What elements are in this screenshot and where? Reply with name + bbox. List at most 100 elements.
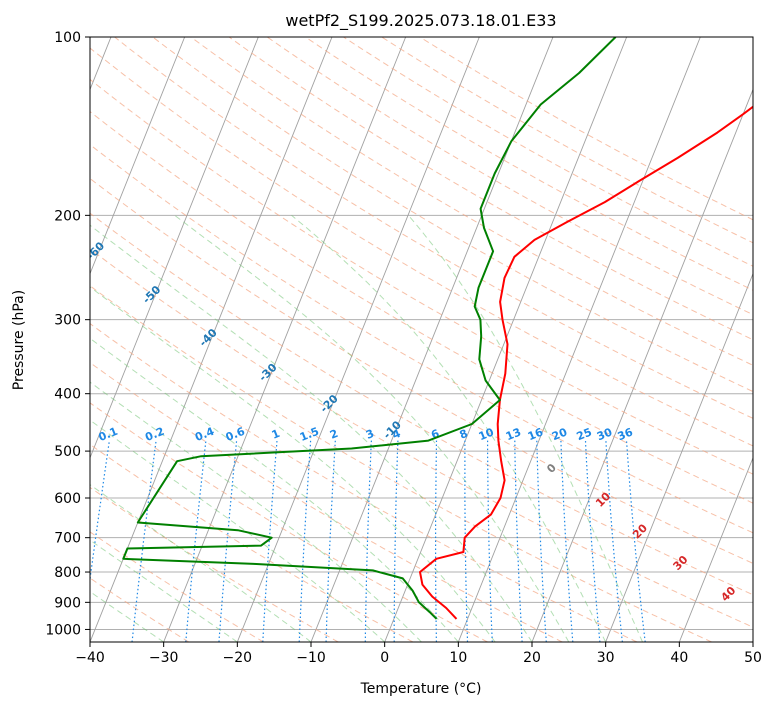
mixing-ratio-line [584,440,601,642]
moist-adiabat [90,484,312,642]
mixing-ratio-label: 13 [504,425,523,443]
mixing-ratio-line [325,440,336,642]
y-axis-label: Pressure (hPa) [11,290,27,390]
y-tick-label: 500 [54,444,81,460]
moist-adiabat [90,539,238,642]
mixing-ratio-line [625,440,646,642]
isotherm-line [163,37,407,642]
mixing-ratio-label: 36 [616,425,635,443]
mixing-ratio-line [262,440,278,642]
isotherm-line [531,88,753,642]
temperature-profile [419,105,753,620]
dry-adiabat-lines [90,37,753,642]
moist-adiabat [90,337,459,642]
wet-bulb-label: 40 [718,584,738,604]
dry-adiabat [90,486,339,642]
isotherm-line [90,37,186,275]
isotherm-line [752,640,753,642]
x-tick-label: 10 [449,650,467,666]
isobar-grid [90,37,753,630]
y-tick-label: 1000 [45,622,81,638]
dry-adiabat [152,37,753,393]
mixing-ratio-label: 0.1 [97,425,120,444]
mixing-ratio-label: 25 [575,425,594,443]
y-tick-label: 700 [54,531,81,547]
isotherm-label: -30 [256,361,279,384]
dry-adiabat [90,362,563,642]
dry-adiabat [90,402,488,642]
dry-adiabat [90,322,638,642]
dry-adiabat [228,37,753,341]
mixing-ratio-line [487,440,493,642]
dry-adiabat [90,531,264,642]
y-tick-label: 200 [54,208,81,224]
mixing-ratio-line [90,440,110,584]
dry-adiabat [90,212,753,596]
mixing-ratio-label: 0.4 [193,425,216,444]
mixing-ratio-line [185,440,207,642]
moist-adiabat [174,214,570,642]
x-tick-label: 40 [670,650,688,666]
mixing-ratio-label: 1 [270,427,282,442]
mixing-ratio-line [514,440,523,642]
isotherm-line [236,37,480,642]
dry-adiabat [190,37,753,366]
x-tick-label: −10 [296,650,326,666]
mixing-ratio-line [393,440,399,642]
dry-adiabat [114,37,753,419]
moist-adiabat [90,224,533,642]
dewpoint-profile [122,37,617,620]
dry-adiabat [90,47,753,447]
dry-adiabat [90,285,712,642]
isotherm-label: -70 [30,190,53,213]
dry-adiabat [90,110,753,504]
mixing-ratio-label: 10 [477,425,496,443]
isotherm-label: -40 [197,326,220,349]
mixing-ratio-line [364,440,372,642]
mixing-ratio-label: 2 [328,427,340,442]
x-tick-label: 50 [744,650,762,666]
wet-bulb-label: 0 [544,461,559,476]
y-tick-label: 900 [54,595,81,611]
mixing-ratio-label: 8 [458,427,470,442]
dry-adiabat [419,37,753,221]
x-tick-label: −20 [223,650,253,666]
x-tick-label: −40 [75,650,105,666]
dry-adiabat [90,144,753,534]
mixing-ratio-label: 16 [526,425,545,443]
moist-adiabat-lines [90,214,643,642]
isotherm-label: -50 [140,283,163,306]
y-tick-label: 400 [54,387,81,403]
isotherm-line [90,37,333,642]
x-tick-label: 0 [380,650,389,666]
isotherm-line [90,37,259,460]
y-tick-label: 800 [54,565,81,581]
mixing-ratio-line [605,440,623,642]
chart-title: wetPf2_S199.2025.073.18.01.E33 [285,11,556,31]
isotherm-line [457,37,701,642]
mixing-ratio-label: 30 [595,425,614,443]
mixing-ratio-line [218,440,238,642]
mixing-ratio-line [536,440,547,642]
y-axis-ticks: 100 200 300 400 500 600 700 800 900 1000 [45,30,90,638]
mixing-ratio-label: 0.2 [143,425,166,444]
moist-adiabat [408,214,643,642]
mixing-ratio-line [131,440,157,642]
x-tick-label: 20 [523,650,541,666]
dry-adiabat [90,443,414,642]
dry-adiabat [305,37,753,291]
reference-line-labels: 0.10.20.40.611.52346810131620253036-100-… [30,190,739,604]
moist-adiabat [291,214,607,642]
mixing-ratio-line [464,440,469,642]
dry-adiabat [266,37,753,316]
wet-bulb-label: 30 [671,553,691,573]
mixing-ratio-label: 3 [364,427,376,442]
isotherm-line [605,272,753,642]
x-tick-label: −30 [149,650,179,666]
x-tick-label: 30 [597,650,615,666]
moist-adiabat [90,381,422,642]
y-tick-label: 600 [54,491,81,507]
wet-bulb-label: 10 [593,490,613,510]
y-tick-label: 100 [54,30,81,46]
